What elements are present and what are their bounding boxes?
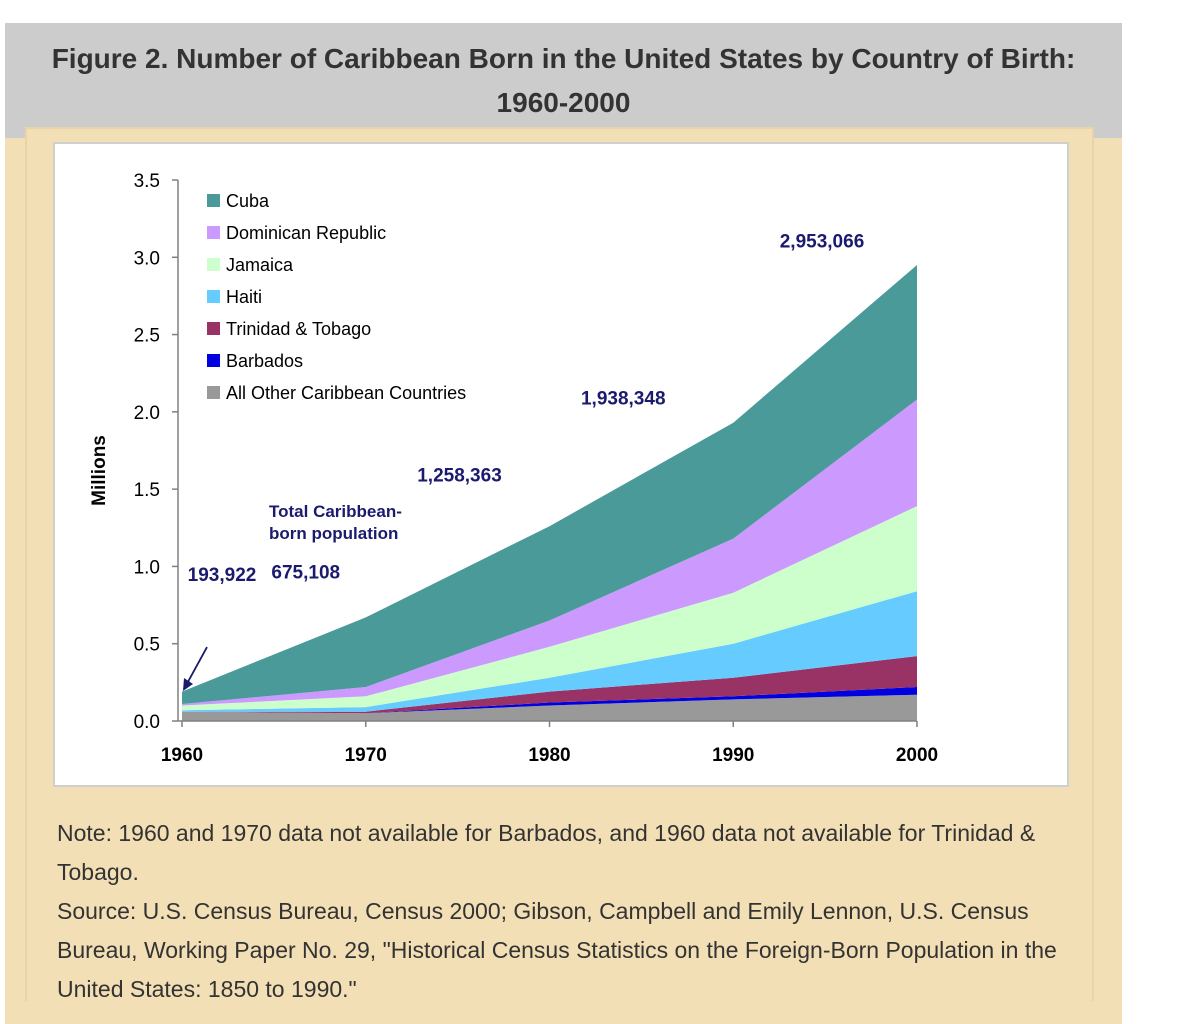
legend-swatch-trinidad-tobago (207, 322, 220, 335)
y-tick-label: 1.5 (134, 480, 160, 501)
area-haiti (182, 591, 917, 712)
x-tick-label: 1990 (712, 745, 754, 766)
area-trinidad-tobago (182, 656, 917, 714)
area-cuba (182, 265, 917, 704)
total-label-2000: 2,953,066 (780, 232, 865, 253)
annotation-line1: Total Caribbean- (269, 502, 402, 521)
legend-swatch-all-other-caribbean-countries (207, 386, 220, 399)
figure-title-line2: 1960-2000 (496, 87, 631, 118)
x-tick-label: 1980 (528, 745, 570, 766)
arrow-head-1960 (183, 678, 193, 692)
annotation-line2: born population (269, 524, 398, 543)
stacked-area-chart: 0.0 0.5 1.0 1.5 2.0 2.5 3.0 3.5 1960 1970 1980 1990… (89, 171, 938, 766)
x-tick-label: 1960 (161, 745, 203, 766)
total-label-1980: 1,258,363 (417, 465, 502, 486)
x-tick-label: 2000 (896, 745, 938, 766)
area-jamaica (182, 506, 917, 711)
x-tick-label: 1970 (345, 745, 387, 766)
legend-swatch-cuba (207, 194, 220, 207)
y-tick-label: 0.0 (134, 712, 160, 733)
legend-label-barbados: Barbados (226, 351, 303, 371)
chart-frame: 0.0 0.5 1.0 1.5 2.0 2.5 3.0 3.5 1960 1970 1980 1990… (53, 142, 1069, 787)
legend-swatch-barbados (207, 354, 220, 367)
figure-notes: Note: 1960 and 1970 data not available f… (57, 814, 1097, 1009)
total-label-1990: 1,938,348 (581, 388, 666, 409)
y-tick-label: 2.5 (134, 326, 160, 347)
area-all-other-caribbean-countries (182, 694, 917, 721)
legend-label-trinidad-tobago: Trinidad & Tobago (226, 319, 371, 339)
legend-swatch-jamaica (207, 258, 220, 271)
legend-swatch-dominican-republic (207, 226, 220, 239)
y-axis-label: Millions (89, 435, 110, 506)
y-tick-label: 1.0 (134, 557, 160, 578)
y-tick-label: 2.0 (134, 403, 160, 424)
title-bar: Figure 2. Number of Caribbean Born in th… (5, 23, 1122, 138)
area-dominican-republic (182, 399, 917, 706)
legend-label-jamaica: Jamaica (226, 255, 294, 275)
figure-title: Figure 2. Number of Caribbean Born in th… (5, 37, 1122, 125)
total-label-1960: 193,922 (188, 565, 257, 586)
total-label-1970: 675,108 (271, 563, 340, 584)
y-tick-label: 3.5 (134, 171, 160, 192)
note-text: Note: 1960 and 1970 data not available f… (57, 820, 1036, 885)
figure-title-line1: Figure 2. Number of Caribbean Born in th… (51, 43, 1076, 74)
legend-label-cuba: Cuba (226, 191, 270, 211)
legend-label-dominican-republic: Dominican Republic (226, 223, 386, 243)
legend-label-haiti: Haiti (226, 287, 262, 307)
y-tick-label: 0.5 (134, 635, 160, 656)
legend-swatch-haiti (207, 290, 220, 303)
legend-label-all-other-caribbean-countries: All Other Caribbean Countries (226, 383, 466, 403)
y-tick-label: 3.0 (134, 248, 160, 269)
source-text: Source: U.S. Census Bureau, Census 2000;… (57, 898, 1057, 1002)
